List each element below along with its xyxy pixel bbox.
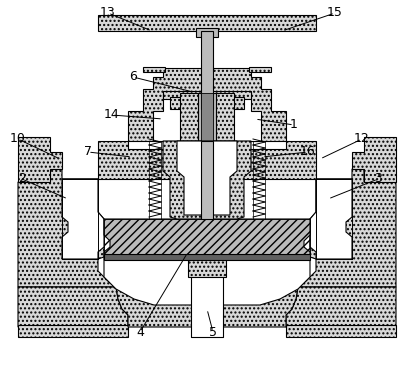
Text: 6: 6 bbox=[129, 70, 137, 84]
Text: 3: 3 bbox=[373, 172, 381, 185]
Polygon shape bbox=[351, 137, 395, 182]
Bar bbox=[18, 325, 128, 337]
Text: 13: 13 bbox=[100, 7, 116, 19]
Bar bbox=[104, 254, 309, 260]
Bar bbox=[201, 93, 212, 141]
Bar bbox=[216, 93, 233, 141]
Bar bbox=[180, 93, 197, 141]
Bar bbox=[285, 325, 395, 337]
Polygon shape bbox=[62, 179, 104, 259]
Text: 16: 16 bbox=[299, 145, 315, 159]
Polygon shape bbox=[98, 141, 315, 179]
Polygon shape bbox=[104, 259, 309, 305]
Text: 4: 4 bbox=[136, 326, 144, 338]
Polygon shape bbox=[18, 169, 116, 287]
Polygon shape bbox=[177, 141, 236, 215]
Bar bbox=[201, 141, 212, 219]
Text: 7: 7 bbox=[84, 145, 92, 159]
Polygon shape bbox=[116, 287, 297, 327]
Text: 5: 5 bbox=[209, 326, 216, 338]
Polygon shape bbox=[18, 287, 128, 327]
Text: 10: 10 bbox=[10, 132, 26, 145]
Polygon shape bbox=[297, 169, 395, 287]
Bar bbox=[197, 93, 216, 141]
Bar bbox=[163, 91, 250, 99]
Polygon shape bbox=[18, 137, 62, 182]
Text: 1: 1 bbox=[290, 119, 297, 131]
Bar bbox=[98, 15, 315, 31]
Text: 14: 14 bbox=[104, 109, 120, 121]
Text: 12: 12 bbox=[353, 132, 369, 145]
Polygon shape bbox=[104, 219, 309, 259]
Bar bbox=[201, 31, 212, 109]
Polygon shape bbox=[163, 141, 250, 219]
Bar bbox=[188, 259, 225, 277]
Bar bbox=[104, 219, 309, 259]
Polygon shape bbox=[309, 179, 351, 259]
Polygon shape bbox=[285, 287, 395, 327]
Bar bbox=[195, 28, 218, 37]
Text: 2: 2 bbox=[18, 172, 26, 185]
Bar bbox=[190, 275, 223, 337]
Polygon shape bbox=[153, 92, 260, 141]
Bar bbox=[170, 97, 243, 109]
Text: 15: 15 bbox=[326, 7, 342, 19]
Bar bbox=[142, 67, 165, 72]
Bar bbox=[248, 67, 271, 72]
Polygon shape bbox=[128, 68, 285, 141]
